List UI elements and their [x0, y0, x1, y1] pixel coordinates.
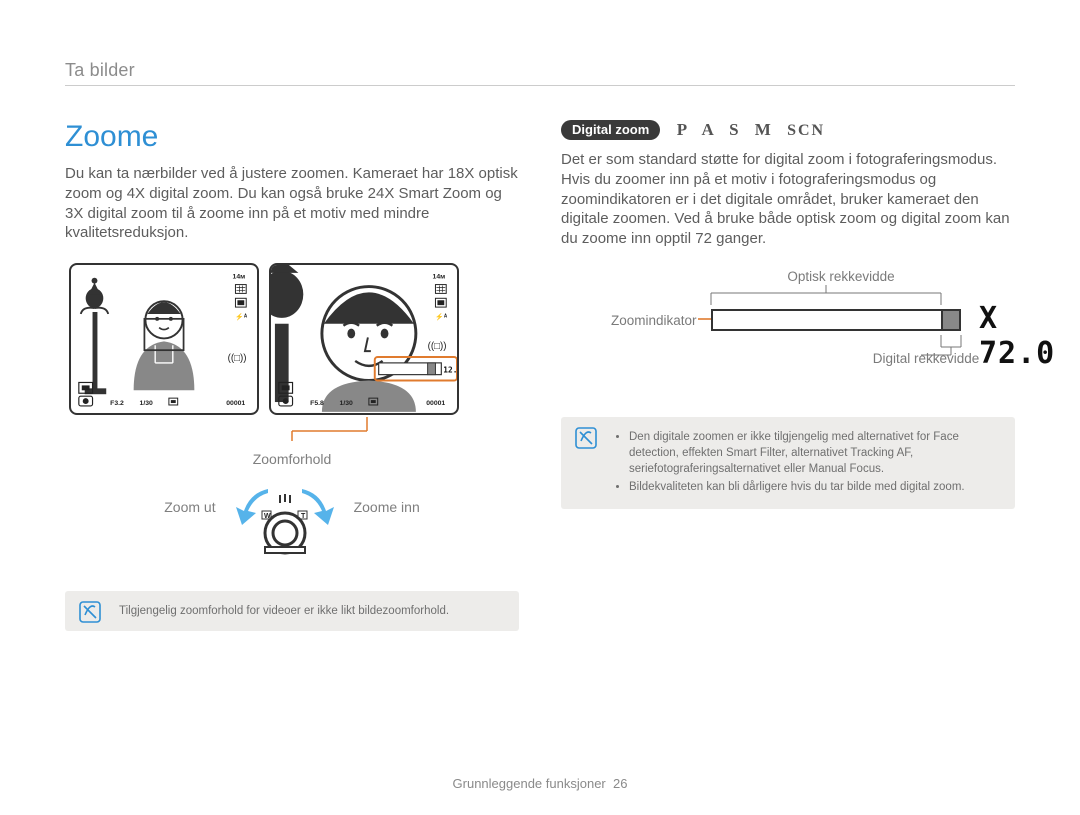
- label-zoom-in: Zoome inn: [354, 481, 420, 515]
- zoom-max-value: X 72.0: [979, 301, 1055, 371]
- lcd-wide: 14ᴍ ⚡ᴬ ((□)) F3.2 1/30: [69, 263, 259, 415]
- callout-line-icon: [92, 417, 492, 445]
- breadcrumb: Ta bilder: [65, 60, 1015, 86]
- label-zoom-out: Zoom ut: [164, 481, 215, 515]
- page-footer: Grunnleggende funksjoner 26: [0, 776, 1080, 791]
- lcd-zoomed: 14ᴍ ⚡ᴬ ((□)) 12.0: [269, 263, 459, 415]
- svg-text:F3.2: F3.2: [110, 400, 124, 407]
- svg-text:⚡ᴬ: ⚡ᴬ: [435, 312, 448, 321]
- note-right: Den digitale zoomen er ikke tilgjengelig…: [561, 417, 1015, 509]
- heading-zoome: Zoome: [65, 120, 519, 154]
- svg-text:F5.8: F5.8: [310, 400, 324, 407]
- note-left: Tilgjengelig zoomforhold for videoer er …: [65, 591, 519, 631]
- svg-text:14ᴍ: 14ᴍ: [233, 274, 246, 281]
- mode-letters: P A S M SCN: [677, 120, 825, 140]
- svg-text:12.0: 12.0: [443, 366, 457, 375]
- svg-text:1/30: 1/30: [140, 400, 154, 407]
- note-right-line: Den digitale zoomen er ikke tilgjengelig…: [629, 429, 1001, 477]
- zoom-thumb-icon: [941, 309, 961, 331]
- svg-text:14ᴍ: 14ᴍ: [433, 274, 446, 281]
- svg-text:1/30: 1/30: [340, 400, 354, 407]
- caption-zoom-ratio: Zoomforhold: [65, 451, 519, 467]
- svg-text:00001: 00001: [226, 400, 245, 407]
- svg-text:((□)): ((□)): [428, 341, 447, 352]
- note-icon: [79, 601, 101, 623]
- pill-digital-zoom: Digital zoom: [561, 120, 660, 140]
- note-right-line: Bildekvaliteten kan bli dårligere hvis d…: [629, 479, 1001, 495]
- zoom-bar: [711, 309, 961, 331]
- svg-text:00001: 00001: [426, 400, 445, 407]
- left-body: Du kan ta nærbilder ved å justere zoomen…: [65, 164, 519, 243]
- note-left-text: Tilgjengelig zoomforhold for videoer er …: [119, 605, 449, 617]
- zoom-dial-icon: W T: [230, 481, 340, 557]
- svg-text:T: T: [301, 513, 306, 520]
- zoom-range-diagram: Optisk rekkevidde Zoomindikator Digital …: [561, 269, 1015, 389]
- lcd-pair: 14ᴍ ⚡ᴬ ((□)) F3.2 1/30: [69, 263, 519, 415]
- right-body: Det er som standard støtte for digital z…: [561, 150, 1015, 249]
- note-icon: [575, 427, 597, 449]
- svg-text:⚡ᴬ: ⚡ᴬ: [235, 312, 248, 321]
- svg-text:((□)): ((□)): [228, 353, 247, 364]
